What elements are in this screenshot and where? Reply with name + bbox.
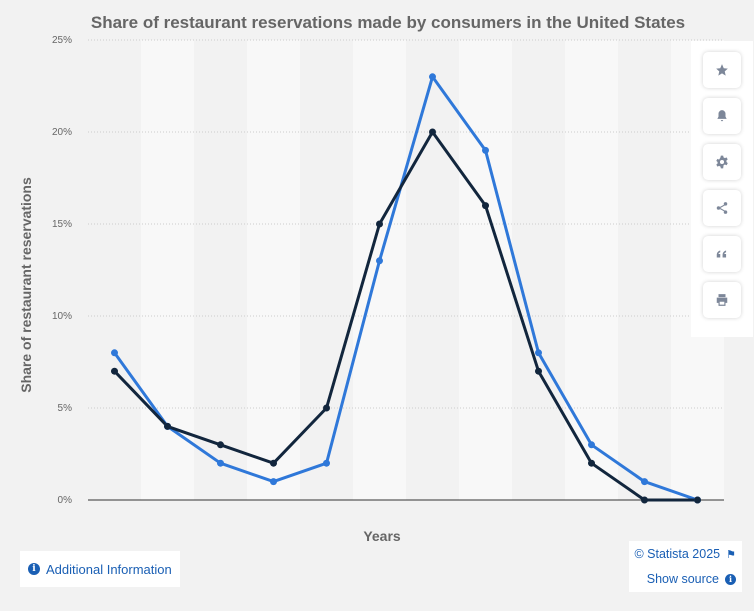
statista-copyright-link[interactable]: © Statista 2025 ⚑ [634,547,736,561]
y-tick-label: 0% [58,495,73,506]
print-icon [716,294,728,306]
settings-button[interactable] [703,144,741,180]
series-1-point [482,146,489,154]
series-line-1 [113,75,699,502]
series-2-point [217,441,224,449]
plot-band [459,40,512,500]
series-2-point [588,459,595,467]
chart-title: Share of restaurant reservations made by… [90,13,686,32]
series-2-point [482,202,489,210]
info-icon: i [725,573,736,585]
series-2-point [270,459,277,467]
share-button[interactable] [703,190,741,226]
series-2-point [323,404,330,412]
print-button[interactable] [703,282,741,318]
series-1-point [535,349,542,357]
bell-icon [717,110,727,122]
gridlines [88,39,724,501]
y-tick-label: 20% [52,127,72,138]
star-icon [716,64,728,76]
plot-band [247,40,300,500]
series-1-point [588,441,595,449]
y-tick-labels: 0% 5% 10% 15% 20% 25% [52,35,72,506]
plot-band [353,40,406,500]
series-lines [113,75,699,502]
series-1-point [323,459,330,467]
show-source-link[interactable]: Show source i [647,572,736,586]
y-tick-label: 10% [52,311,72,322]
copyright-text: © Statista 2025 [634,547,721,561]
plot-band [565,40,618,500]
notification-button[interactable] [703,98,741,134]
quote-icon [716,250,727,258]
plot-bands [141,40,724,500]
series-2-point [164,422,171,430]
y-tick-label: 25% [52,35,72,46]
info-icon: i [28,563,40,575]
series-2-point [641,496,648,504]
cite-button[interactable] [703,236,741,272]
y-tick-label: 5% [58,403,73,414]
x-axis-title: Years [363,528,401,544]
plot-band [141,40,194,500]
series-2-point [535,367,542,375]
series-1-point [429,73,436,81]
gear-icon [716,155,728,169]
additional-information-button[interactable]: i Additional Information [20,551,180,587]
series-points [111,73,701,504]
flag-icon: ⚑ [726,548,736,561]
show-source-label: Show source [646,572,719,586]
additional-information-label: Additional Information [46,561,172,577]
series-1-point [376,257,383,265]
series-1-point [641,478,648,486]
y-axis-title: Share of restaurant reservations [18,177,34,393]
share-icon [716,202,728,214]
series-2-point [111,367,118,375]
series-1-point [111,349,118,357]
series-2-point [429,128,436,136]
series-2-point [376,220,383,228]
favorite-button[interactable] [703,52,741,88]
chart-toolbar [691,41,753,337]
y-tick-label: 15% [52,219,72,230]
series-line-2 [113,130,699,502]
source-panel: © Statista 2025 ⚑ Show source i [629,541,742,592]
series-1-point [217,459,224,467]
series-2-point [694,496,701,504]
series-1-point [270,478,277,486]
